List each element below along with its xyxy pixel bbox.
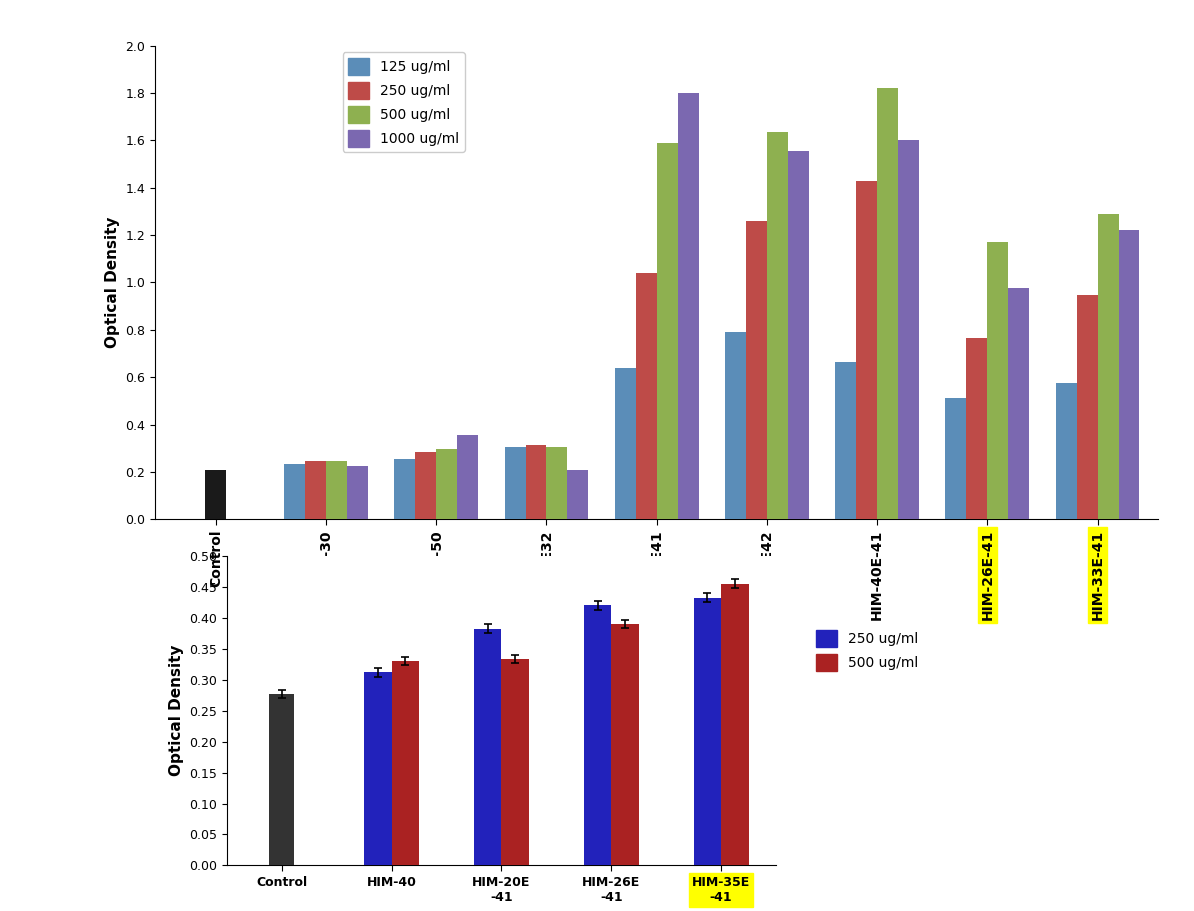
Bar [547, 447, 567, 519]
Bar [525, 445, 547, 519]
Bar [474, 629, 501, 865]
Bar [725, 333, 746, 519]
Bar [836, 362, 856, 519]
Bar [946, 398, 966, 519]
Bar [392, 661, 419, 865]
Bar [505, 447, 525, 519]
Bar [284, 464, 306, 519]
Bar [1055, 383, 1077, 519]
Bar [678, 93, 698, 519]
Bar [394, 459, 416, 519]
Bar [966, 338, 987, 519]
Bar [457, 435, 478, 519]
Bar [721, 584, 749, 865]
Bar [284, 464, 306, 519]
Bar [615, 368, 635, 519]
Bar [501, 660, 529, 865]
Bar [364, 672, 392, 865]
Bar [394, 459, 416, 519]
Legend: 250 ug/ml, 500 ug/ml: 250 ug/ml, 500 ug/ml [811, 625, 924, 677]
Bar [611, 624, 639, 865]
Bar [856, 180, 878, 519]
Bar [746, 220, 767, 519]
Bar [898, 140, 919, 519]
Bar [657, 143, 678, 519]
Bar [878, 88, 898, 519]
Bar [615, 368, 635, 519]
Bar [205, 469, 227, 519]
Bar [567, 469, 589, 519]
Bar [725, 333, 746, 519]
Bar [946, 398, 966, 519]
Bar [1119, 230, 1139, 519]
Bar [436, 449, 457, 519]
Bar [1008, 288, 1029, 519]
Bar [1055, 383, 1077, 519]
Bar [306, 461, 326, 519]
Bar [1077, 295, 1097, 519]
Bar [1097, 214, 1119, 519]
Bar [416, 452, 436, 519]
Legend: 125 ug/ml, 250 ug/ml, 500 ug/ml, 1000 ug/ml: 125 ug/ml, 250 ug/ml, 500 ug/ml, 1000 ug… [343, 53, 464, 152]
Bar [836, 362, 856, 519]
Y-axis label: Optical Density: Optical Density [168, 645, 184, 776]
Bar [694, 598, 721, 865]
Bar [505, 447, 525, 519]
Bar [987, 242, 1008, 519]
Bar [584, 605, 611, 865]
Bar [635, 273, 657, 519]
Bar [270, 694, 294, 865]
Bar [326, 461, 347, 519]
Bar [347, 466, 368, 519]
Bar [767, 132, 788, 519]
Y-axis label: Optical Density: Optical Density [105, 217, 119, 348]
Bar [788, 151, 808, 519]
